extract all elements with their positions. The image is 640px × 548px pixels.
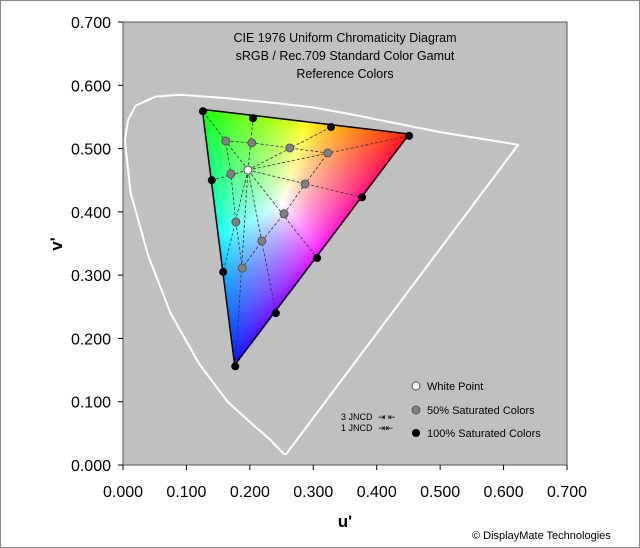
- legend-50-marker: [411, 405, 421, 415]
- jncd-1-label: 1 JNCD: [341, 423, 373, 433]
- point-50-saturated: [279, 209, 289, 219]
- point-100-saturated: [271, 309, 280, 318]
- point-50-saturated: [237, 263, 247, 273]
- chart-title-line1: CIE 1976 Uniform Chromaticity Diagram: [234, 31, 457, 45]
- x-tick-label: 0.300: [293, 484, 333, 501]
- point-50-saturated: [221, 136, 231, 146]
- y-tick-label: 0.200: [71, 331, 111, 348]
- point-100-saturated: [207, 176, 216, 185]
- point-50-saturated: [231, 217, 241, 227]
- jncd-3-label: 3 JNCD: [341, 412, 373, 422]
- point-100-saturated: [405, 131, 414, 140]
- y-tick-label: 0.300: [71, 268, 111, 285]
- chart-title-line2: sRGB / Rec.709 Standard Color Gamut: [236, 49, 455, 63]
- point-50-saturated: [257, 236, 267, 246]
- chart-title-line3: Reference Colors: [296, 67, 393, 81]
- y-tick-label: 0.600: [71, 78, 111, 95]
- copyright: © DisplayMate Technologies: [472, 530, 611, 542]
- point-100-saturated: [198, 107, 207, 116]
- gamut-triangle: [201, 108, 411, 367]
- point-100-saturated: [231, 362, 240, 371]
- y-axis-label: v': [47, 237, 66, 251]
- legend: White Point 50% Saturated Colors 100% Sa…: [341, 381, 541, 440]
- point-50-saturated: [247, 138, 257, 148]
- x-tick-label: 0.700: [547, 484, 587, 501]
- point-50-saturated: [226, 169, 236, 179]
- y-tick-label: 0.000: [71, 458, 111, 475]
- y-tick-label: 0.500: [71, 142, 111, 159]
- legend-100-marker: [412, 429, 420, 437]
- white-point: [243, 165, 253, 175]
- x-tick-label: 0.100: [166, 484, 206, 501]
- legend-50-saturated: 50% Saturated Colors: [427, 405, 535, 417]
- spectral-locus: [123, 93, 520, 456]
- y-tick-label: 0.400: [71, 205, 111, 222]
- legend-100-saturated: 100% Saturated Colors: [427, 428, 541, 440]
- y-tick-label: 0.100: [71, 395, 111, 412]
- x-axis-label: u': [338, 512, 352, 531]
- point-100-saturated: [249, 114, 258, 123]
- half-saturation-polygon: [225, 140, 329, 270]
- saturation-line: [247, 169, 363, 198]
- point-100-saturated: [313, 254, 322, 263]
- saturation-line: [234, 170, 249, 367]
- y-tick-label: 0.700: [71, 15, 111, 32]
- legend-white-point-marker: [411, 381, 421, 391]
- jncd-1-arrows: ⇥⇤: [378, 423, 394, 433]
- point-50-saturated: [285, 143, 295, 153]
- x-tick-label: 0.200: [230, 484, 270, 501]
- saturation-line: [211, 169, 249, 181]
- x-tick-label: 0.600: [484, 484, 524, 501]
- point-100-saturated: [327, 123, 336, 132]
- x-tick-label: 0.000: [103, 484, 143, 501]
- jncd-3-arrows: ⇥ ⇤: [378, 412, 396, 422]
- point-50-saturated: [300, 179, 310, 189]
- x-tick-label: 0.500: [420, 484, 460, 501]
- point-100-saturated: [358, 193, 367, 202]
- legend-white-point: White Point: [427, 381, 483, 393]
- point-100-saturated: [219, 267, 228, 276]
- plot-area: [122, 21, 568, 466]
- point-50-saturated: [323, 148, 333, 158]
- x-tick-label: 0.400: [357, 484, 397, 501]
